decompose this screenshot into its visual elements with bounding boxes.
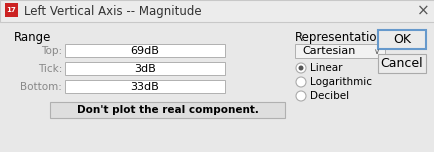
Bar: [0, 0, 434, 22]
Bar: [65, 80, 224, 93]
Text: Left Vertical Axis -- Magnitude: Left Vertical Axis -- Magnitude: [24, 5, 201, 17]
Text: 3dB: 3dB: [134, 64, 155, 74]
Text: ×: ×: [416, 3, 428, 19]
Text: Don't plot the real component.: Don't plot the real component.: [76, 105, 258, 115]
Bar: [65, 62, 224, 75]
Text: 17: 17: [7, 7, 16, 13]
Text: ∨: ∨: [373, 47, 379, 55]
Text: Representation: Representation: [294, 31, 384, 44]
Circle shape: [295, 77, 305, 87]
Bar: [65, 44, 224, 57]
Bar: [377, 30, 425, 49]
Bar: [377, 54, 425, 73]
Text: Range: Range: [14, 31, 51, 44]
Text: Cancel: Cancel: [380, 57, 422, 70]
Text: Tick:: Tick:: [37, 64, 62, 74]
Text: Decibel: Decibel: [309, 91, 349, 101]
Circle shape: [298, 66, 303, 71]
Text: Linear: Linear: [309, 63, 342, 73]
Bar: [0, 22, 434, 152]
FancyBboxPatch shape: [5, 3, 18, 17]
Text: OK: OK: [392, 33, 410, 46]
Circle shape: [295, 91, 305, 101]
Text: Logarithmic: Logarithmic: [309, 77, 371, 87]
Text: 33dB: 33dB: [130, 81, 159, 92]
Text: 69dB: 69dB: [130, 45, 159, 55]
Bar: [294, 44, 384, 58]
Circle shape: [295, 63, 305, 73]
Bar: [50, 102, 284, 118]
Text: Cartesian: Cartesian: [301, 46, 355, 56]
Text: Bottom:: Bottom:: [20, 81, 62, 92]
Text: Top:: Top:: [41, 45, 62, 55]
